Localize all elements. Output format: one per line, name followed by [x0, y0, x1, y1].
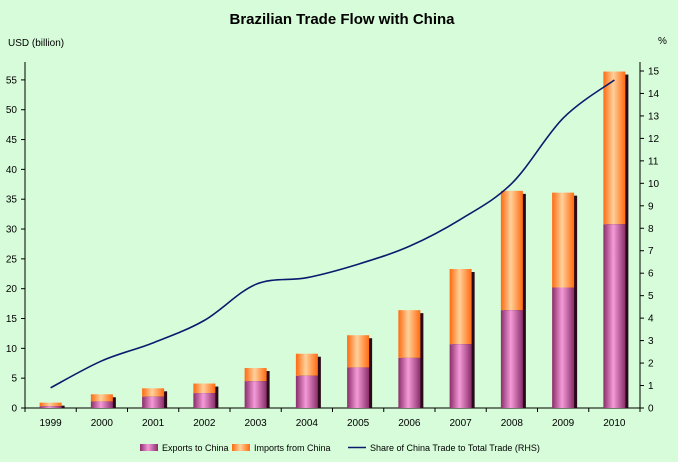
right-tick-label: 15	[648, 66, 660, 77]
left-tick-label: 40	[6, 165, 18, 176]
bar-imports	[90, 394, 113, 402]
share-line-path	[50, 79, 615, 389]
right-tick-label: 12	[648, 134, 660, 145]
right-tick-label: 0	[648, 404, 654, 415]
bar-exports	[295, 375, 318, 408]
left-tick-label: 0	[11, 404, 17, 415]
right-axis-unit: %	[658, 36, 667, 47]
bar-exports	[193, 393, 216, 408]
right-tick-label: 3	[648, 336, 654, 347]
bar-imports	[193, 383, 216, 394]
left-tick-label: 35	[6, 195, 18, 206]
left-axis-unit: USD (billion)	[8, 38, 64, 49]
x-tick-labels: 1999 2000 2001 2002 2003 2004 2005 2006 2007 2008…	[40, 418, 626, 429]
right-tick-label: 13	[648, 111, 660, 122]
right-tick-label: 5	[648, 291, 654, 302]
x-tick-label: 2007	[450, 418, 473, 429]
bar-imports	[244, 368, 267, 382]
bar-imports	[500, 190, 523, 311]
x-tick-label: 2002	[193, 418, 216, 429]
right-tick-label: 4	[648, 314, 654, 325]
x-tick-label: 2001	[142, 418, 165, 429]
x-tick-label: 2000	[91, 418, 114, 429]
bar-exports	[398, 357, 421, 408]
right-tick-label: 8	[648, 224, 654, 235]
left-tick-label: 20	[6, 284, 18, 295]
right-tick-label: 14	[648, 89, 660, 100]
left-tick-label: 5	[11, 374, 17, 385]
left-tick-label: 50	[6, 105, 18, 116]
right-tick-label: 9	[648, 201, 654, 212]
bar-imports	[39, 402, 62, 407]
bars	[39, 71, 629, 408]
bar-exports	[500, 310, 523, 408]
right-tick-label: 1	[648, 381, 654, 392]
left-tick-label: 30	[6, 225, 18, 236]
left-tick-label: 10	[6, 344, 18, 355]
axes: 0510152025303540455055012345678910111213…	[6, 62, 660, 415]
bar-exports	[347, 367, 370, 408]
bar-imports	[347, 335, 370, 368]
legend: Exports to China Imports from China Share …	[140, 443, 540, 453]
left-tick-label: 15	[6, 314, 18, 325]
bar-exports	[244, 381, 267, 408]
bar-imports	[449, 269, 472, 345]
x-tick-label: 2006	[398, 418, 421, 429]
bar-imports	[552, 192, 575, 288]
bar-imports	[603, 71, 626, 225]
x-tick-label: 2009	[552, 418, 575, 429]
left-tick-label: 45	[6, 135, 18, 146]
left-tick-label: 25	[6, 254, 18, 265]
right-tick-label: 7	[648, 246, 654, 257]
bar-exports	[39, 406, 62, 408]
bar-imports	[142, 388, 165, 397]
legend-swatch-exports	[140, 444, 158, 451]
bar-exports	[552, 287, 575, 408]
bar-imports	[295, 353, 318, 376]
share-line	[50, 79, 615, 389]
x-tick-label: 2008	[501, 418, 524, 429]
x-tick-label: 1999	[40, 418, 63, 429]
right-tick-label: 10	[648, 179, 660, 190]
right-tick-label: 2	[648, 359, 654, 370]
x-tick-label: 2004	[296, 418, 319, 429]
x-tick-label: 2003	[245, 418, 268, 429]
x-tick-label: 2005	[347, 418, 370, 429]
chart-title: Brazilian Trade Flow with China	[229, 11, 455, 28]
x-tick-label: 2010	[603, 418, 626, 429]
legend-label-share: Share of China Trade to Total Trade (RHS…	[370, 443, 540, 453]
left-tick-label: 55	[6, 75, 18, 86]
bar-exports	[142, 396, 165, 408]
right-tick-label: 6	[648, 269, 654, 280]
legend-swatch-imports	[232, 444, 250, 451]
bar-exports	[449, 344, 472, 408]
legend-label-exports: Exports to China	[162, 443, 229, 453]
bar-imports	[398, 310, 421, 358]
right-tick-label: 11	[648, 156, 659, 167]
bar-exports	[603, 224, 626, 408]
legend-label-imports: Imports from China	[254, 443, 331, 453]
bar-exports	[90, 401, 113, 408]
